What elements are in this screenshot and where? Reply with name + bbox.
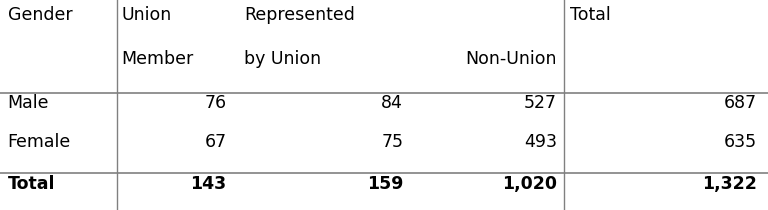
Text: Member: Member xyxy=(121,50,194,68)
Text: 76: 76 xyxy=(204,94,227,113)
Text: 75: 75 xyxy=(381,133,403,151)
Text: by Union: by Union xyxy=(244,50,321,68)
Text: 687: 687 xyxy=(723,94,756,113)
Text: Total: Total xyxy=(570,6,611,24)
Text: 493: 493 xyxy=(524,133,557,151)
Text: 1,020: 1,020 xyxy=(502,175,557,193)
Text: 527: 527 xyxy=(524,94,557,113)
Text: Female: Female xyxy=(8,133,71,151)
Text: Non-Union: Non-Union xyxy=(465,50,557,68)
Text: Union: Union xyxy=(121,6,171,24)
Text: 159: 159 xyxy=(367,175,403,193)
Text: 635: 635 xyxy=(723,133,756,151)
Text: 67: 67 xyxy=(204,133,227,151)
Text: 84: 84 xyxy=(382,94,403,113)
Text: 143: 143 xyxy=(190,175,227,193)
Text: Total: Total xyxy=(8,175,55,193)
Text: Male: Male xyxy=(8,94,49,113)
Text: 1,322: 1,322 xyxy=(702,175,756,193)
Text: Represented: Represented xyxy=(244,6,355,24)
Text: Gender: Gender xyxy=(8,6,72,24)
